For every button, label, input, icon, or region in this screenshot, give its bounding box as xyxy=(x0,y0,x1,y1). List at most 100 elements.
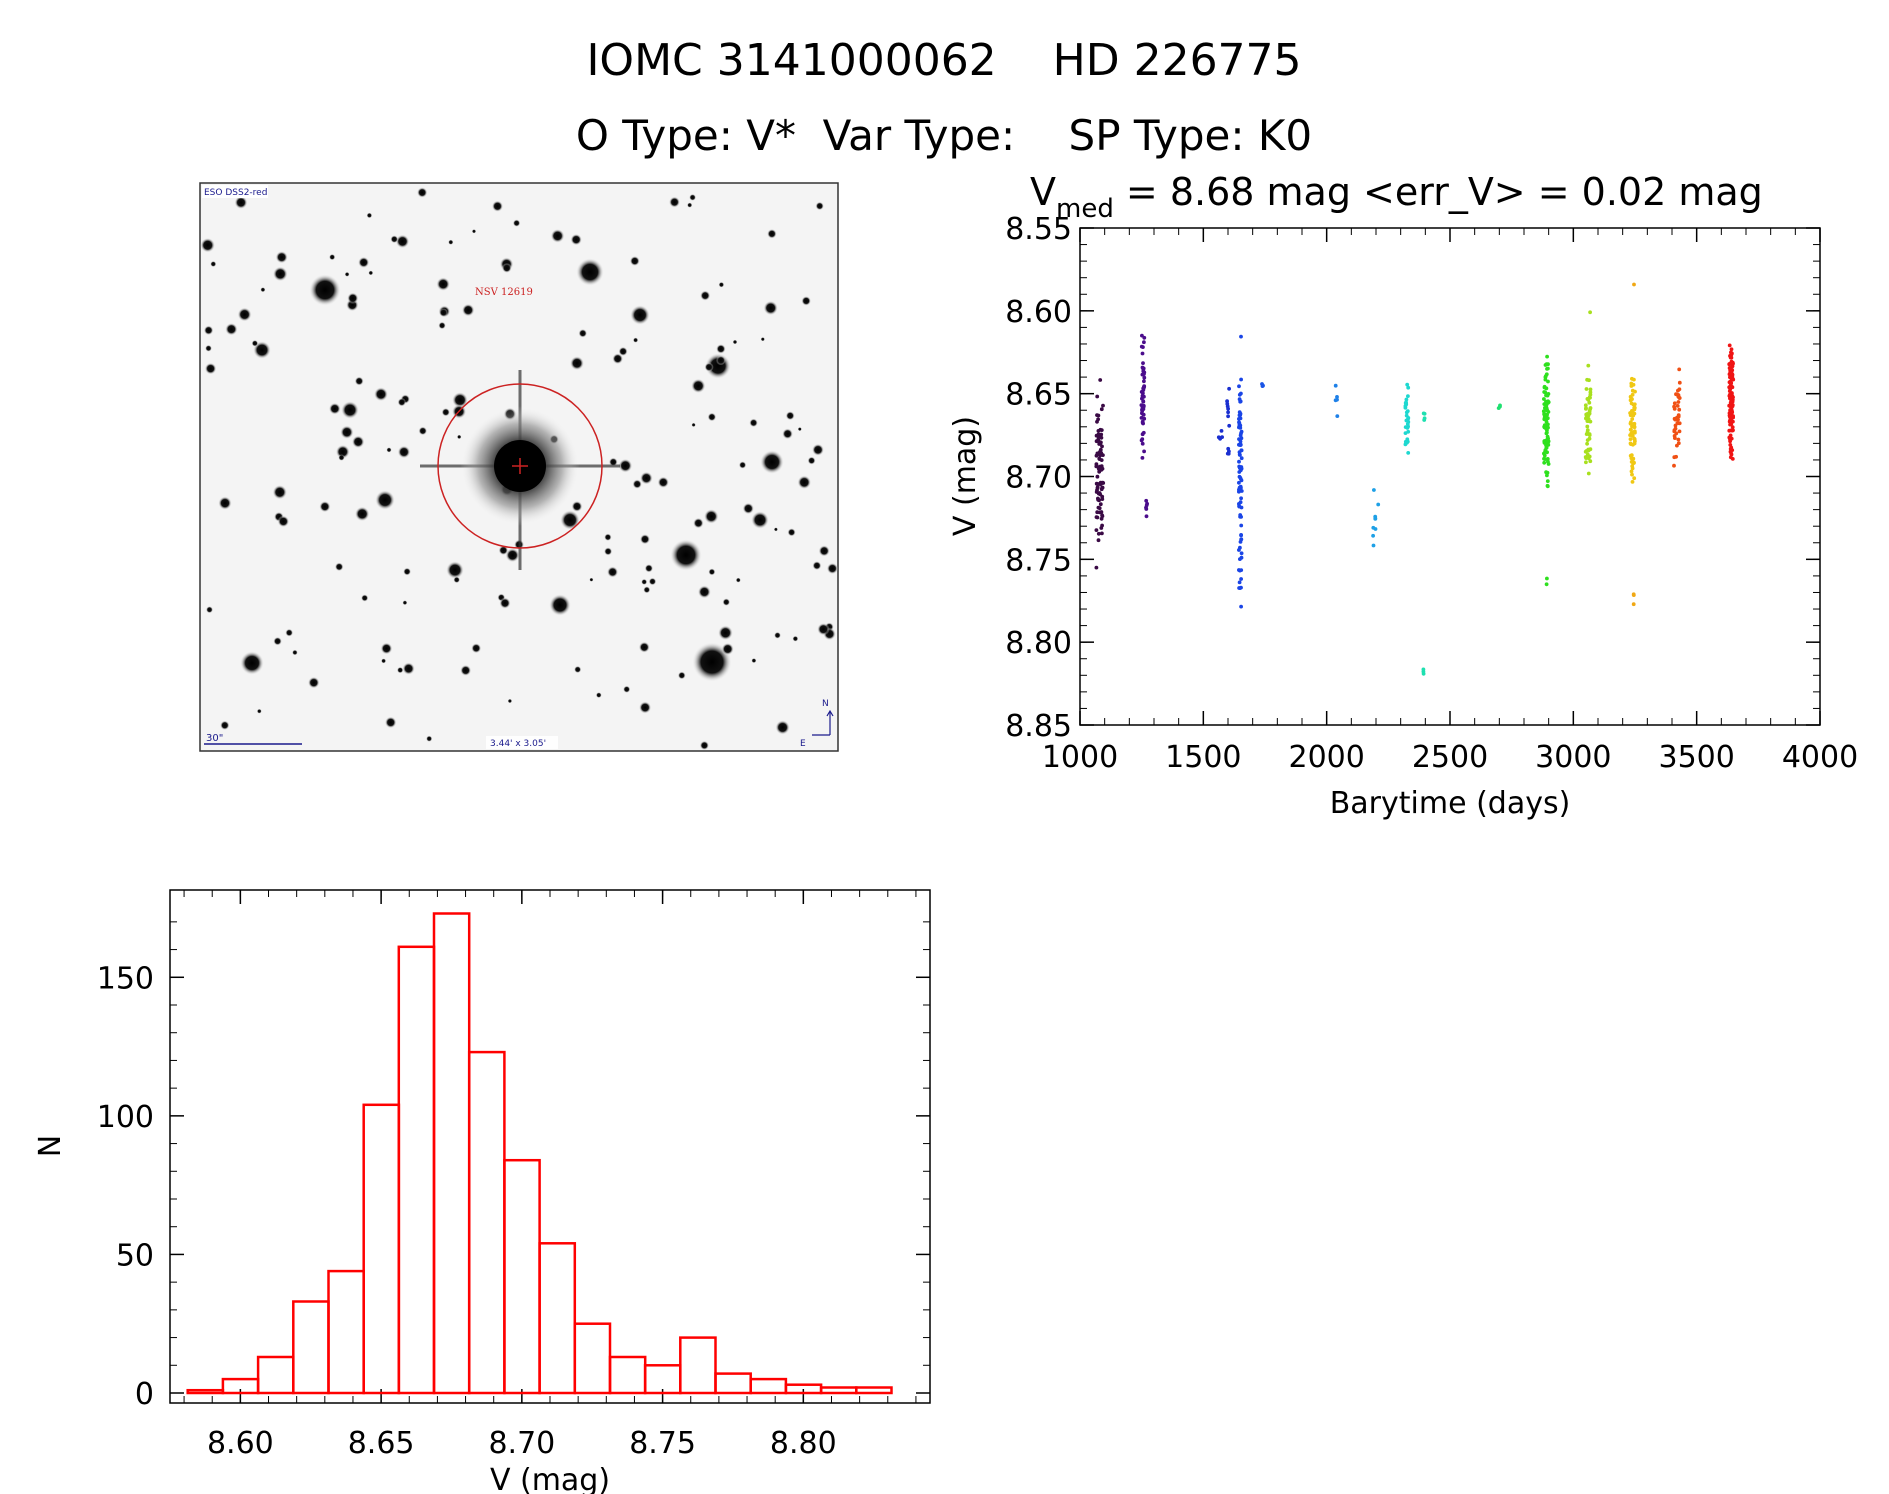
data-point xyxy=(1140,389,1145,394)
star-icon xyxy=(319,500,331,513)
data-point xyxy=(1406,394,1410,398)
data-point xyxy=(1099,435,1104,440)
data-point xyxy=(1632,377,1636,382)
star-icon xyxy=(797,427,802,432)
data-point xyxy=(1585,441,1589,446)
star-icon xyxy=(639,471,653,485)
data-point xyxy=(1239,604,1243,609)
data-point xyxy=(1676,437,1681,442)
y-tick-label: 50 xyxy=(116,1238,154,1273)
data-point xyxy=(1139,344,1144,349)
finder-chart: ESO DSS2-red NSV 12619 30" 3.44' x 3.05'… xyxy=(199,182,839,752)
data-point xyxy=(1496,406,1501,410)
data-point xyxy=(1545,367,1549,371)
star-icon xyxy=(589,577,594,582)
data-point xyxy=(1376,502,1381,507)
star-icon xyxy=(718,625,733,641)
data-point xyxy=(1631,382,1636,387)
star-icon xyxy=(277,515,290,528)
data-point xyxy=(1675,443,1679,448)
star-blob-icon xyxy=(670,539,702,571)
data-point xyxy=(1095,488,1099,493)
star-icon xyxy=(618,346,628,357)
star-icon xyxy=(693,517,704,529)
data-point xyxy=(1219,429,1224,433)
data-point xyxy=(1542,460,1547,465)
star-icon xyxy=(285,628,294,637)
target-name-label: NSV 12619 xyxy=(475,287,533,298)
histogram-bar xyxy=(784,1383,823,1395)
data-point xyxy=(1404,400,1408,405)
data-point xyxy=(1238,500,1243,505)
data-point xyxy=(1628,441,1633,446)
figure-title-line2: O Type: V* Var Type: SP Type: K0 xyxy=(576,111,1312,160)
star-blob-icon xyxy=(630,305,650,325)
star-icon xyxy=(275,251,288,264)
data-point xyxy=(1140,437,1145,441)
data-point xyxy=(1542,456,1546,461)
data-point xyxy=(1630,410,1635,415)
y-tick-label: 8.70 xyxy=(1005,461,1072,496)
star-icon xyxy=(767,228,777,239)
data-point xyxy=(1237,466,1242,470)
data-point xyxy=(1100,466,1105,471)
data-point xyxy=(1631,456,1636,461)
north-label: N xyxy=(822,699,829,709)
star-icon xyxy=(251,339,259,347)
data-point xyxy=(1542,397,1546,401)
data-point xyxy=(1630,480,1635,484)
star-icon xyxy=(826,562,838,575)
histogram-bar xyxy=(714,1372,752,1395)
star-icon xyxy=(416,187,428,198)
data-point xyxy=(1239,377,1243,382)
data-point xyxy=(1101,403,1105,408)
data-point xyxy=(1587,432,1592,437)
data-point xyxy=(1730,410,1735,415)
data-point xyxy=(1632,402,1637,407)
data-point xyxy=(1227,423,1232,428)
star-icon xyxy=(441,407,451,417)
data-point xyxy=(1142,335,1147,340)
star-icon xyxy=(200,237,216,253)
star-icon xyxy=(329,253,336,261)
data-point xyxy=(1631,461,1636,465)
data-point xyxy=(1096,498,1101,502)
star-icon xyxy=(773,527,779,532)
data-point xyxy=(1545,354,1549,359)
data-point xyxy=(1585,428,1590,432)
x-tick-label: 8.65 xyxy=(348,1426,415,1461)
data-point xyxy=(1237,480,1241,485)
light-curve-ylabel: V (mag) xyxy=(948,416,983,536)
data-point xyxy=(1239,496,1243,501)
histogram-plot: 8.60 8.65 8.70 8.75 8.80 0 50 100 150 V (mag) N xyxy=(33,889,931,1494)
light-curve-xlabel: Barytime (days) xyxy=(1330,786,1571,821)
data-point xyxy=(1371,543,1376,548)
title-rest: = 8.68 mag <err_V> = 0.02 mag xyxy=(1114,170,1763,214)
star-icon xyxy=(403,567,412,576)
data-point xyxy=(1095,485,1100,490)
data-point xyxy=(1546,462,1551,466)
data-point xyxy=(1630,392,1635,397)
star-icon xyxy=(749,418,758,428)
histogram-bar xyxy=(327,1269,365,1395)
data-point xyxy=(1094,565,1099,570)
star-icon xyxy=(718,281,725,288)
data-point xyxy=(1588,310,1592,315)
data-point xyxy=(1225,402,1230,406)
star-icon xyxy=(471,643,482,654)
data-point xyxy=(1631,602,1636,607)
data-point xyxy=(1371,525,1376,530)
light-curve-ticks: 1000 1500 2000 2500 3000 3500 4000 8.55 8.60 8.65… xyxy=(1005,212,1858,775)
star-icon xyxy=(334,562,344,572)
data-point xyxy=(1095,394,1100,399)
data-point xyxy=(1630,472,1634,477)
data-point xyxy=(1405,382,1410,387)
title-subscript: med xyxy=(1056,194,1114,224)
light-curve-plot: Vmed = 8.68 mag <err_V> = 0.02 mag 1000 1… xyxy=(948,170,1858,821)
data-point xyxy=(1141,399,1146,403)
data-point xyxy=(1727,343,1732,348)
data-point xyxy=(1731,377,1735,381)
data-point xyxy=(1237,397,1242,402)
data-point xyxy=(1728,433,1733,438)
data-point xyxy=(1587,400,1592,405)
